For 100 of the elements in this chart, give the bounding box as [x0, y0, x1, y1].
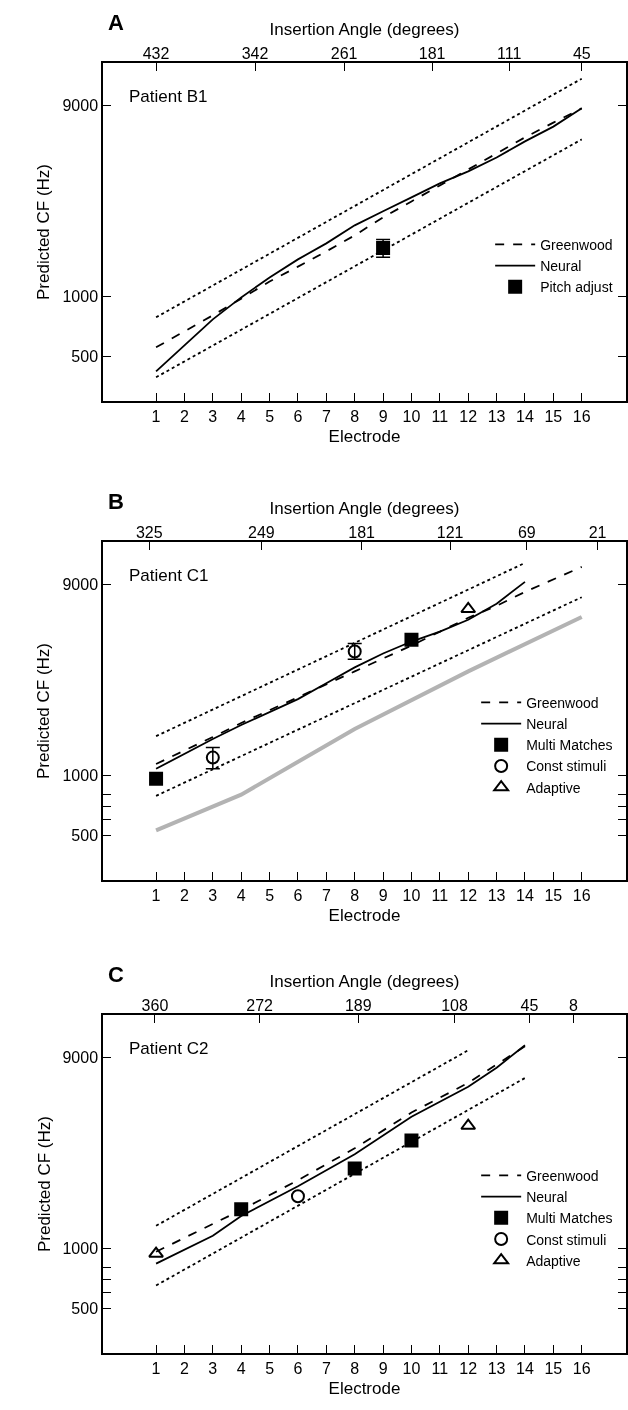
x2-tick-label: 249 [248, 523, 275, 541]
legend-label: Multi Matches [526, 1210, 613, 1227]
x-tick-label: 7 [321, 886, 331, 904]
x-tick-label: 6 [293, 886, 303, 904]
x2-tick-label: 181 [348, 523, 376, 541]
legend-label: Adaptive [526, 1252, 581, 1269]
x2-tick-label: 432 [142, 44, 170, 62]
x-axis-title: Electrode [328, 905, 401, 925]
annotation: Patient C2 [129, 1039, 209, 1058]
x2-tick-label: 8 [569, 996, 578, 1014]
x-tick-label: 12 [459, 886, 478, 904]
x-tick-label: 13 [487, 1359, 506, 1377]
x-tick-label: 2 [179, 886, 189, 904]
point [148, 1246, 164, 1258]
y-axis-title: Predicted CF (Hz) [34, 164, 54, 301]
x-tick-label: 11 [431, 1359, 449, 1377]
point [404, 1133, 419, 1148]
x-tick-label: 9 [378, 407, 388, 425]
y-tick-label: 9000 [62, 96, 99, 114]
x-tick-label: 3 [208, 1359, 218, 1377]
point [205, 750, 220, 765]
x-tick-label: 2 [179, 1359, 189, 1377]
x-tick-label: 2 [179, 407, 189, 425]
y-tick-label: 9000 [62, 575, 99, 593]
x2-tick-label: 272 [246, 996, 274, 1014]
legend-label: Const stimuli [526, 758, 607, 775]
x-tick-label: 16 [572, 407, 591, 425]
point [460, 601, 477, 613]
x-tick-label: 12 [459, 1359, 478, 1377]
x-tick-label: 6 [293, 407, 303, 425]
y-tick-label: 1000 [62, 766, 99, 784]
x2-axis-title: Insertion Angle (degrees) [269, 972, 460, 992]
x2-tick-label: 45 [572, 44, 591, 62]
text: B [108, 489, 124, 514]
x-tick-label: 9 [378, 886, 388, 904]
x-tick-label: 8 [350, 1359, 360, 1377]
x2-tick-label: 111 [497, 44, 522, 62]
point [460, 1118, 477, 1130]
x-tick-label: 10 [402, 1359, 421, 1377]
y-tick-label: 500 [71, 348, 99, 366]
x-tick-label: 7 [321, 407, 331, 425]
legend-label: Const stimuli [526, 1231, 607, 1248]
x-tick-label: 1 [151, 886, 161, 904]
y-tick-label: 1000 [62, 1239, 99, 1257]
x-tick-label: 3 [208, 886, 218, 904]
x-tick-label: 5 [265, 1359, 275, 1377]
x-tick-label: 13 [487, 886, 506, 904]
x2-tick-label: 45 [520, 996, 539, 1014]
legend-label: Greenwood [540, 236, 613, 253]
x2-tick-label: 189 [344, 996, 372, 1014]
x-tick-label: 14 [516, 407, 534, 425]
x-tick-label: 4 [236, 1359, 246, 1377]
x-tick-label: 5 [265, 886, 275, 904]
text: A [108, 10, 124, 35]
legend-label: Pitch adjust [540, 279, 613, 296]
text: C [108, 962, 124, 987]
x-tick-label: 4 [236, 886, 246, 904]
y-tick-label: 9000 [62, 1048, 99, 1066]
point [347, 1161, 362, 1176]
x-tick-label: 7 [321, 1359, 331, 1377]
legend-label: Greenwood [526, 1167, 599, 1184]
point [149, 771, 164, 786]
x-tick-label: 1 [151, 407, 161, 425]
y-axis-title: Predicted CF (Hz) [34, 642, 54, 780]
x-tick-label: 9 [378, 1359, 388, 1377]
x-tick-label: 11 [431, 407, 449, 425]
x2-tick-label: 121 [436, 523, 464, 541]
x2-tick-label: 360 [141, 996, 169, 1014]
x-tick-label: 4 [236, 407, 246, 425]
x-tick-label: 10 [402, 407, 421, 425]
x2-axis-title: Insertion Angle (degrees) [269, 20, 460, 40]
x2-axis-title: Insertion Angle (degrees) [269, 499, 460, 519]
y-axis-title: Predicted CF (Hz) [34, 1116, 54, 1253]
legend-label: Multi Matches [526, 737, 613, 754]
x-tick-label: 1 [151, 1359, 161, 1377]
x-tick-label: 3 [208, 407, 218, 425]
x2-tick-label: 261 [330, 44, 358, 62]
y-tick-label: 500 [71, 827, 99, 845]
x2-tick-label: 325 [135, 523, 163, 541]
x2-tick-label: 21 [588, 523, 607, 541]
x-tick-label: 10 [402, 886, 421, 904]
y-tick-label: 500 [71, 1300, 99, 1318]
legend-label: Adaptive [526, 779, 581, 796]
x-tick-label: 6 [293, 1359, 303, 1377]
annotation: Patient C1 [129, 566, 209, 585]
point [234, 1202, 249, 1217]
point [290, 1189, 305, 1204]
x-tick-label: 12 [459, 407, 478, 425]
x-tick-label: 16 [572, 886, 591, 904]
x-tick-label: 8 [350, 886, 360, 904]
x-tick-label: 15 [544, 1359, 563, 1377]
x-tick-label: 8 [350, 407, 360, 425]
x-tick-label: 5 [265, 407, 275, 425]
legend-label: Greenwood [526, 694, 599, 711]
x-tick-label: 13 [487, 407, 506, 425]
x2-tick-label: 342 [241, 44, 269, 62]
legend-label: Neural [526, 1189, 568, 1206]
x-tick-label: 15 [544, 407, 563, 425]
legend-label: Neural [540, 258, 582, 275]
x2-tick-label: 69 [517, 523, 536, 541]
